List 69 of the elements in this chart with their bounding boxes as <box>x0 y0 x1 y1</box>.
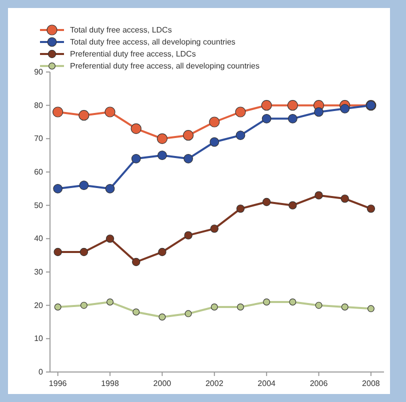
point <box>287 100 298 111</box>
y-tick-label: 90 <box>34 68 44 77</box>
point <box>288 201 297 210</box>
point <box>184 154 193 164</box>
y-tick-label: 20 <box>34 300 44 310</box>
point <box>52 106 64 118</box>
point <box>262 114 272 124</box>
x-tick-label: 2002 <box>205 379 224 388</box>
point <box>314 191 323 200</box>
y-tick-label: 30 <box>34 268 44 277</box>
legend-label: Preferential duty free access, all developing countries <box>70 62 260 71</box>
point <box>289 298 296 306</box>
point <box>210 224 218 233</box>
point <box>79 180 89 190</box>
legend-label: Total duty free access, LDCs <box>70 26 172 35</box>
point <box>105 184 115 194</box>
point <box>106 298 114 306</box>
point <box>184 310 192 318</box>
y-tick-label: 70 <box>34 134 44 144</box>
point <box>367 305 374 312</box>
point <box>236 130 246 140</box>
point <box>78 110 90 121</box>
point <box>235 106 246 118</box>
x-tick-label: 2000 <box>153 379 172 388</box>
legend-label: Total duty free access, all developing countries <box>70 38 236 47</box>
y-tick-label: 10 <box>34 334 44 344</box>
point <box>209 116 220 128</box>
point <box>340 104 350 114</box>
point <box>236 304 244 310</box>
point <box>210 304 218 310</box>
y-tick-label: 60 <box>34 168 44 177</box>
point <box>131 154 141 164</box>
x-tick-label: 1996 <box>48 379 68 388</box>
point <box>106 234 114 243</box>
point <box>130 123 142 134</box>
point <box>80 302 88 309</box>
point <box>288 114 298 124</box>
point <box>262 198 271 206</box>
x-tick-label: 2006 <box>310 379 328 388</box>
point <box>366 204 376 213</box>
point <box>53 184 63 194</box>
point <box>263 298 270 306</box>
point <box>132 308 140 316</box>
x-tick-label: 1998 <box>101 379 120 388</box>
x-tick-label: 2004 <box>258 379 276 388</box>
point <box>54 248 62 256</box>
point <box>54 304 62 310</box>
point <box>158 150 167 160</box>
y-tick-label: 80 <box>34 100 44 110</box>
point <box>236 204 245 213</box>
point <box>314 107 324 117</box>
point <box>184 231 192 240</box>
point <box>340 194 349 203</box>
point <box>132 258 140 266</box>
point <box>80 248 88 256</box>
point <box>158 314 166 320</box>
y-tick-label: 40 <box>34 234 44 244</box>
point <box>158 248 166 256</box>
point <box>341 304 348 310</box>
point <box>315 302 322 309</box>
point <box>210 137 220 147</box>
legend-label: Preferential duty free access, LDCs <box>70 50 196 59</box>
point <box>182 130 194 141</box>
y-tick-label: 50 <box>34 200 44 210</box>
point <box>104 106 116 118</box>
point <box>261 100 272 111</box>
point <box>156 133 168 144</box>
y-tick-label: 0 <box>38 368 44 377</box>
x-tick-label: 2008 <box>362 379 380 388</box>
